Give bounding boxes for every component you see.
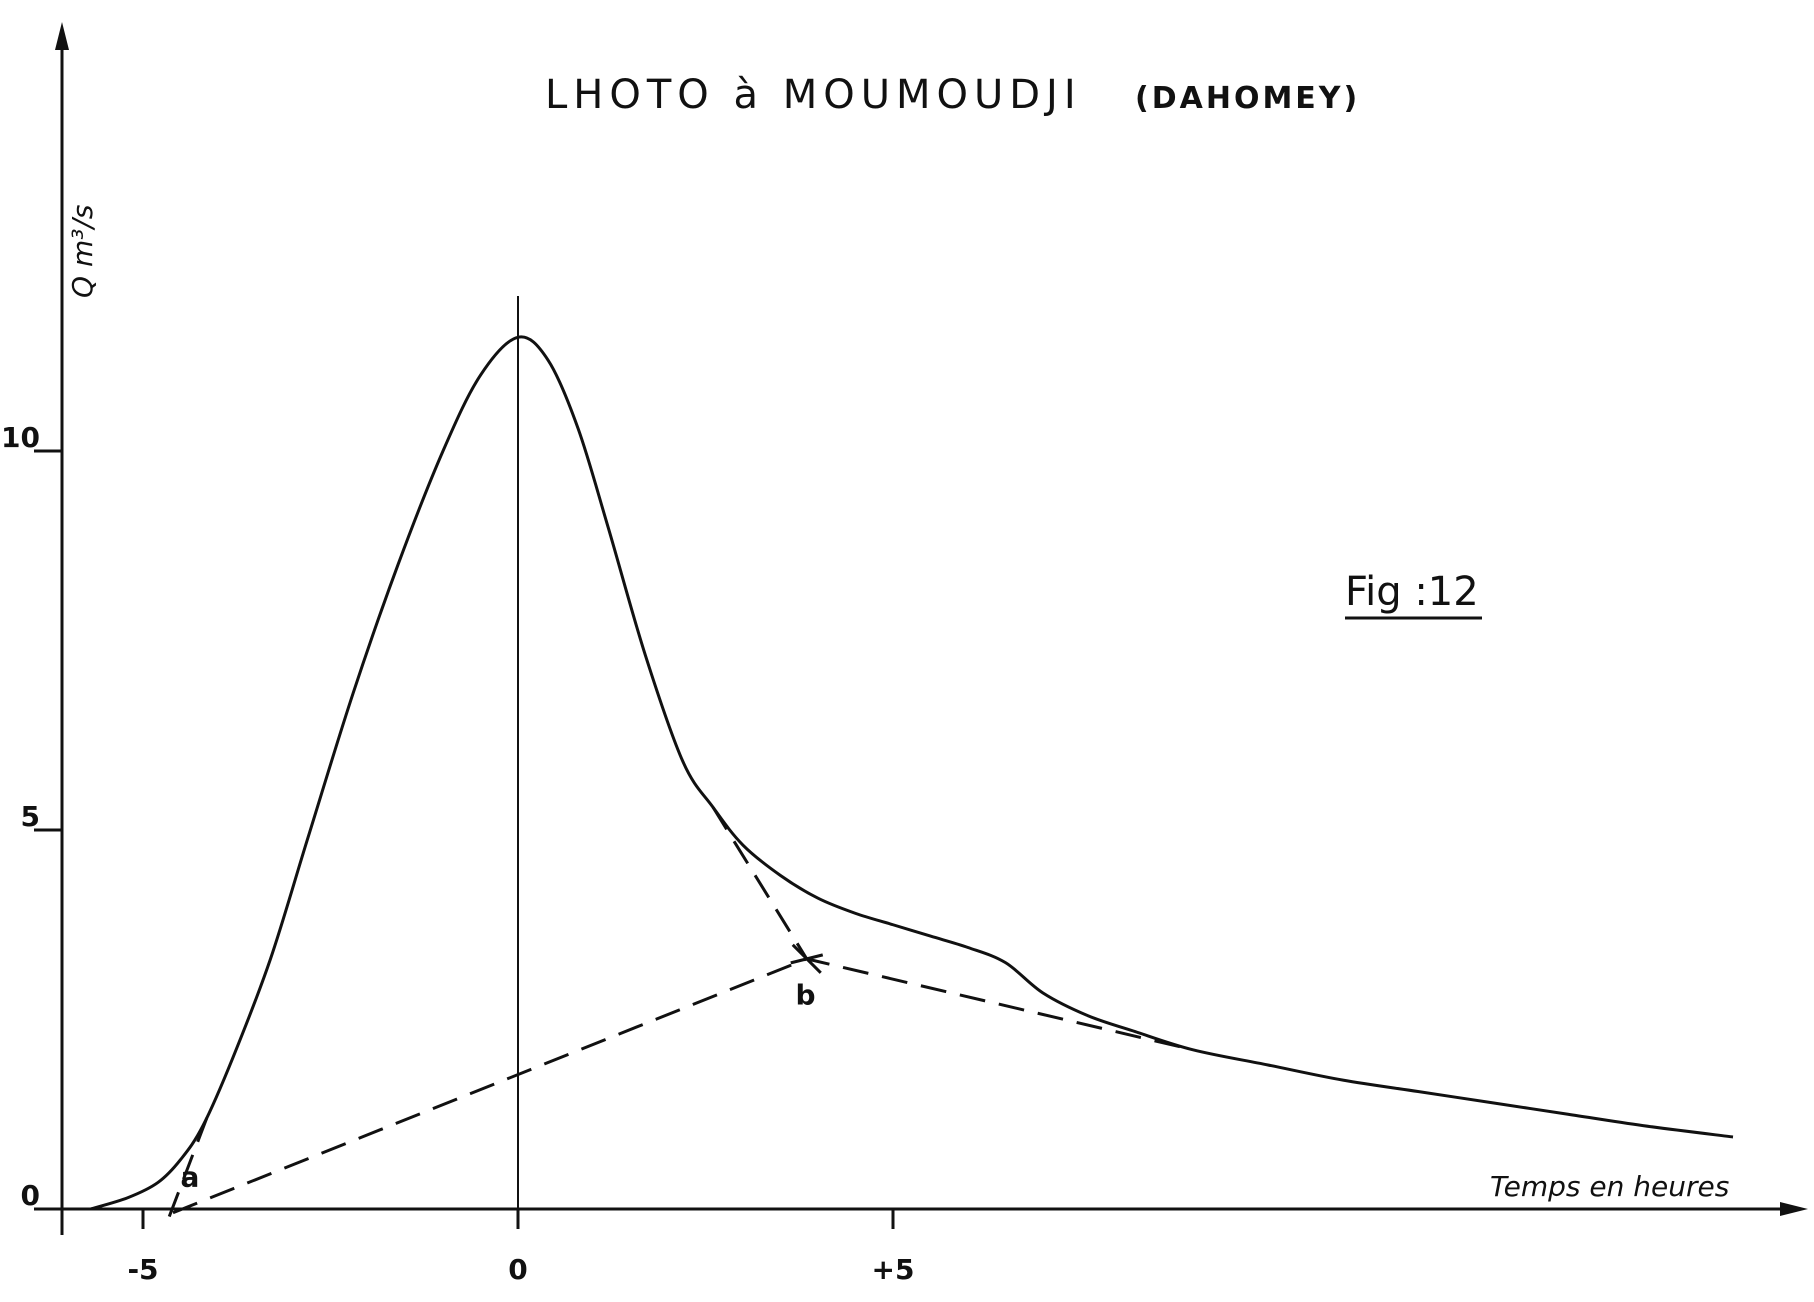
x-axis-arrow [1780, 1202, 1808, 1216]
ticks: -5 0 +5 0 5 10 [1, 421, 914, 1286]
separation-line-2 [711, 806, 809, 960]
point-label-b: b [796, 978, 816, 1011]
x-tick-label: -5 [127, 1253, 158, 1286]
point-label-a: a [181, 1160, 200, 1193]
figure-label: Fig :12 [1345, 569, 1479, 615]
x-tick-label: +5 [872, 1253, 915, 1286]
hydrograph-curve [90, 335, 1734, 1211]
y-tick-label: 0 [21, 1179, 40, 1212]
separation-line-1 [172, 957, 1194, 1215]
y-tick-label: 10 [1, 421, 40, 454]
y-axis-arrow [55, 22, 69, 50]
axes [55, 22, 1808, 1235]
chart-subtitle: (DAHOMEY) [1135, 81, 1360, 116]
x-tick-label: 0 [508, 1253, 527, 1286]
chart-title: LHOTO à MOUMOUDJI [545, 72, 1082, 118]
x-axis-label: Temps en heures [1490, 1170, 1729, 1203]
separation-line-3 [167, 1117, 209, 1218]
series-lines [90, 335, 1734, 1218]
y-tick-label: 5 [21, 800, 40, 833]
y-axis-label: Q m³/s [66, 205, 99, 298]
point-b-cross [790, 953, 824, 965]
annotations: ab [181, 943, 824, 1193]
